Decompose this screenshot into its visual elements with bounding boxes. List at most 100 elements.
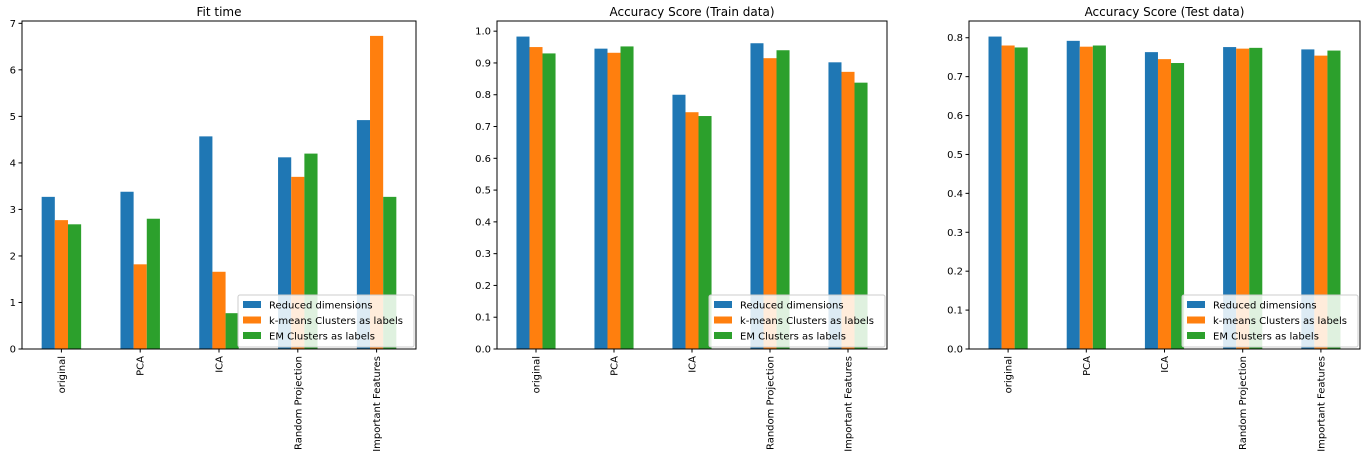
bar-important-features-series-2[interactable] — [1314, 55, 1328, 349]
bar-important-features-series-1[interactable] — [1301, 49, 1315, 350]
chart-panel-2: 0.0 0.1 0.2 0.3 0.4 0.5 0.6 0.7 0.8 0.9 1.0 origina… — [475, 5, 888, 452]
legend-entry-3: EM Clusters as labels — [1213, 332, 1319, 343]
bar-original-series-2[interactable] — [54, 220, 68, 349]
bar-important-features-series-1[interactable] — [828, 62, 842, 349]
bar-original-series-1[interactable] — [516, 36, 530, 349]
bar-original-series-3[interactable] — [67, 224, 82, 349]
bar-important-features-series-2[interactable] — [370, 35, 384, 349]
bar-random-projection-series-1[interactable] — [1223, 47, 1237, 349]
bar-ica-series-1[interactable] — [1144, 52, 1158, 349]
bar-important-features-series-1[interactable] — [356, 120, 371, 349]
legend-box — [1181, 294, 1359, 348]
x-tick-label: PCA — [1082, 356, 1093, 376]
y-tick-label: 5 — [10, 112, 16, 123]
bar-random-projection-series-1[interactable] — [750, 43, 764, 349]
y-tick-label: 0.2 — [475, 281, 491, 292]
bars-group — [988, 36, 1341, 350]
legend-swatch-3 — [243, 332, 261, 339]
x-tick-label: PCA — [136, 356, 147, 376]
bar-ica-series-3[interactable] — [698, 116, 712, 349]
legend-entry-1: Reduced dimensions — [269, 301, 373, 312]
x-tick-label: Random Projection — [1238, 356, 1249, 450]
bar-important-features-series-2[interactable] — [841, 71, 855, 349]
bar-original-series-3[interactable] — [1014, 47, 1028, 350]
bar-ica-series-2[interactable] — [685, 112, 699, 349]
y-tick-label: 2 — [10, 251, 16, 262]
x-tick-label: PCA — [610, 356, 621, 376]
bar-pca-series-3[interactable] — [146, 218, 160, 349]
legend: Reduced dimensions k-means Clusters as la… — [237, 294, 415, 348]
y-tick-label: 6 — [10, 65, 16, 76]
y-tick-label: 4 — [10, 158, 16, 169]
y-tick-label: 0.8 — [947, 33, 963, 44]
y-tick-label: 1 — [10, 298, 16, 309]
legend-swatch-1 — [1187, 301, 1205, 308]
y-tick-label: 0.8 — [475, 90, 491, 101]
legend-box — [237, 294, 415, 348]
x-tick-label: ICA — [215, 356, 226, 373]
legend-swatch-2 — [1187, 316, 1205, 324]
y-tick-label: 0.4 — [475, 217, 491, 228]
legend-entry-3: EM Clusters as labels — [740, 332, 846, 343]
y-tick-label: 1.0 — [475, 27, 491, 38]
legend: Reduced dimensions k-means Clusters as la… — [1181, 294, 1359, 348]
y-tick-label: 0.9 — [475, 58, 491, 69]
legend-entry-2: k-means Clusters as labels — [740, 316, 874, 327]
bar-pca-series-3[interactable] — [620, 46, 634, 350]
bar-important-features-series-3[interactable] — [1327, 50, 1341, 349]
chart-title: Fit time — [197, 5, 242, 19]
bar-ica-series-2[interactable] — [212, 271, 226, 349]
x-tick-label: Important Features — [1316, 356, 1327, 452]
legend-swatch-2 — [243, 316, 261, 324]
y-tick-label: 0.5 — [947, 150, 963, 161]
legend-swatch-2 — [714, 316, 732, 324]
bar-pca-series-1[interactable] — [120, 191, 134, 349]
y-tick-label: 3 — [10, 205, 16, 216]
y-tick-label: 0.1 — [475, 313, 491, 324]
x-tick-label: Random Projection — [766, 356, 777, 450]
bar-pca-series-2[interactable] — [133, 264, 147, 349]
bar-ica-series-2[interactable] — [1157, 59, 1172, 349]
bar-original-series-2[interactable] — [529, 47, 543, 350]
bar-random-projection-series-2[interactable] — [1236, 48, 1250, 349]
x-tick-label: original — [532, 356, 543, 393]
bar-pca-series-3[interactable] — [1092, 45, 1106, 349]
bars-group — [516, 36, 868, 350]
legend-entry-1: Reduced dimensions — [740, 301, 844, 312]
bar-original-series-1[interactable] — [41, 196, 55, 349]
y-tick-label: 0.1 — [947, 306, 963, 317]
x-tick-label: original — [1004, 356, 1015, 393]
x-tick-label: Important Features — [844, 356, 855, 452]
x-tick-label: original — [57, 356, 68, 393]
legend-swatch-3 — [714, 332, 732, 339]
bar-random-projection-series-3[interactable] — [1249, 47, 1263, 349]
bar-ica-series-1[interactable] — [199, 136, 213, 349]
bar-pca-series-2[interactable] — [607, 52, 621, 349]
bar-important-features-series-3[interactable] — [854, 82, 868, 349]
bar-pca-series-2[interactable] — [1079, 46, 1093, 350]
bar-ica-series-3[interactable] — [225, 313, 239, 349]
bar-pca-series-1[interactable] — [594, 48, 608, 350]
bar-original-series-2[interactable] — [1001, 45, 1015, 349]
bar-original-series-3[interactable] — [542, 53, 556, 350]
x-tick-label: ICA — [688, 356, 699, 373]
legend-box — [708, 294, 886, 348]
y-tick-label: 0.3 — [475, 249, 491, 260]
bar-pca-series-1[interactable] — [1066, 40, 1080, 350]
chart-title: Accuracy Score (Test data) — [1085, 5, 1245, 19]
legend: Reduced dimensions k-means Clusters as la… — [708, 294, 886, 348]
legend-swatch-1 — [714, 301, 732, 308]
y-tick-label: 0 — [10, 345, 16, 356]
y-tick-label: 0.3 — [947, 228, 963, 239]
y-tick-label: 0.7 — [947, 72, 963, 83]
bar-ica-series-3[interactable] — [1171, 63, 1185, 350]
y-tick-label: 0.6 — [475, 154, 491, 165]
y-tick-label: 0.0 — [475, 345, 491, 356]
bar-ica-series-1[interactable] — [672, 94, 686, 350]
bar-random-projection-series-2[interactable] — [763, 58, 777, 349]
x-tick-label: ICA — [1160, 356, 1171, 373]
bar-original-series-1[interactable] — [988, 36, 1002, 350]
bar-random-projection-series-3[interactable] — [776, 50, 790, 350]
legend-swatch-1 — [243, 301, 261, 308]
y-tick-label: 0.0 — [947, 345, 963, 356]
